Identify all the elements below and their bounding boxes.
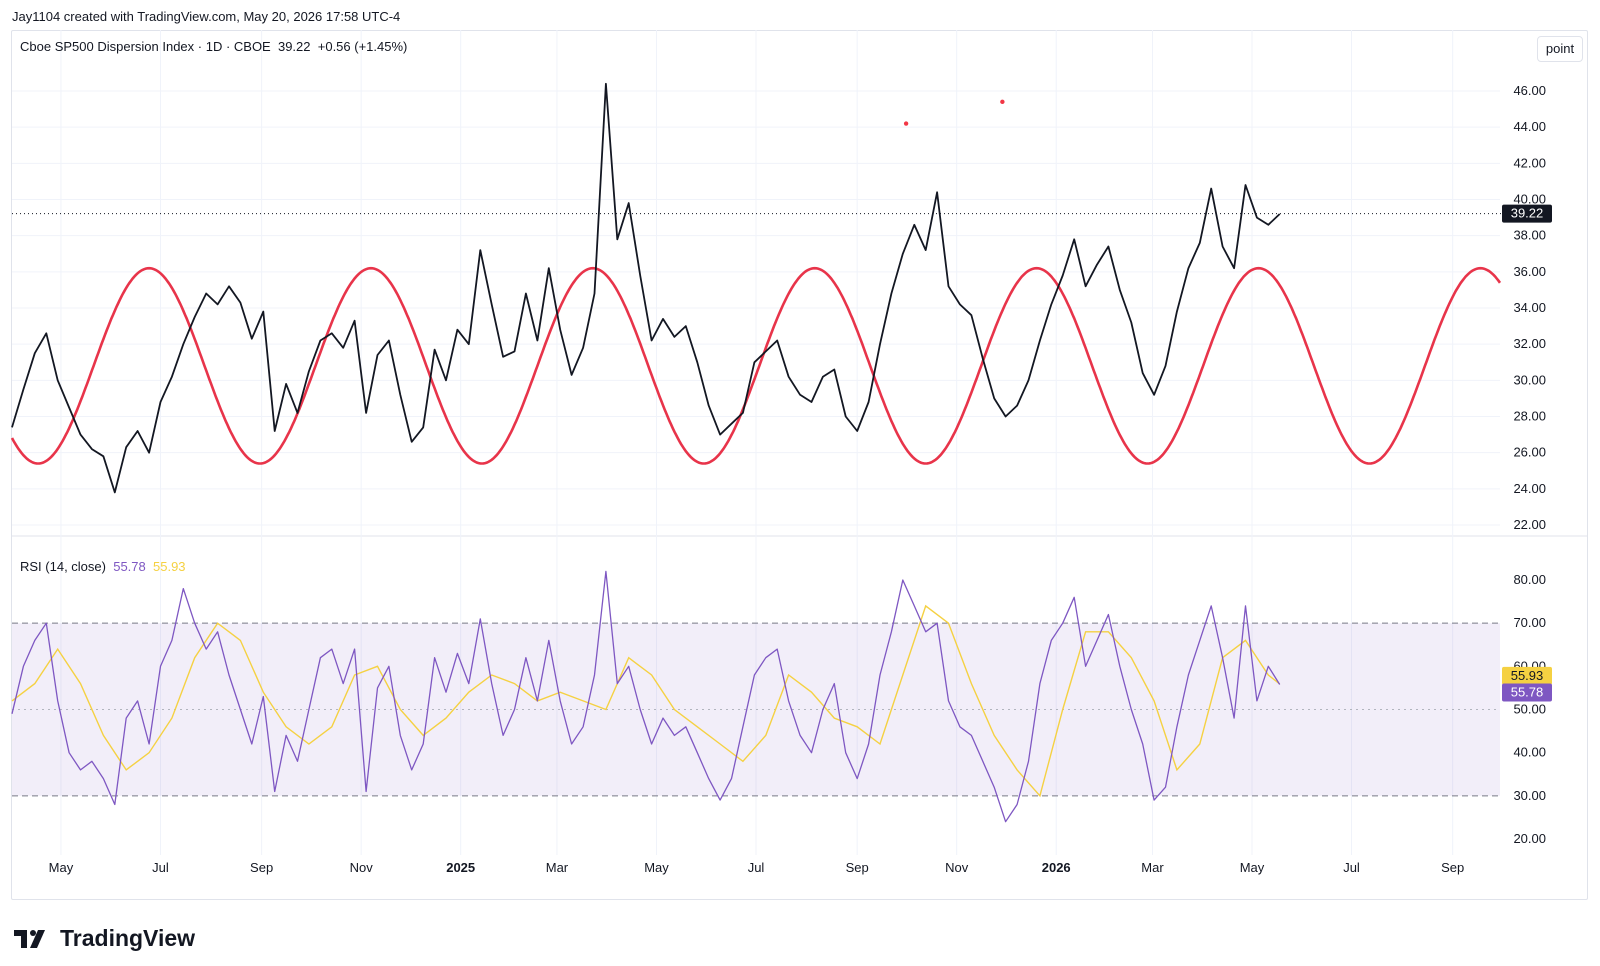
rsi-ma-value-tag [1502,666,1552,685]
x-tick-label: Jul [1343,860,1360,875]
x-tick-label: Nov [350,860,374,875]
price-change: +0.56 (+1.45%) [317,39,408,54]
chart-attribution: Jay1104 created with TradingView.com, Ma… [12,9,401,24]
x-tick-label: May [1240,860,1265,875]
current-price-label: 39.22 [1511,206,1544,221]
y-tick-label: 30.00 [1513,372,1546,387]
tradingview-logo-icon [14,929,45,948]
rsi-line [11,570,1281,823]
rsi-value-tag-label: 55.78 [1511,685,1544,700]
y-tick-label: 42.00 [1513,155,1546,170]
y-tick-label: 40.00 [1513,192,1546,207]
y-tick-label: 28.00 [1513,409,1546,424]
y-tick-label: 34.00 [1513,300,1546,315]
rsi-y-tick-label: 20.00 [1513,831,1546,846]
y-tick-label: 22.00 [1513,517,1546,532]
tradingview-logo[interactable]: TradingView [14,925,195,952]
x-tick-label: Mar [546,860,569,875]
x-tick-label: May [644,860,669,875]
y-tick-label: 38.00 [1513,228,1546,243]
price-line [11,82,1281,494]
signal-dot [1000,99,1005,105]
y-tick-label: 32.00 [1513,336,1546,351]
rsi-y-tick-label: 30.00 [1513,788,1546,803]
y-tick-label: 36.00 [1513,264,1546,279]
x-tick-label: Sep [250,860,273,875]
rsi-legend[interactable]: RSI (14, close) 55.78 55.93 [20,559,186,574]
x-tick-label: 2025 [446,860,475,875]
x-tick-label: May [49,860,74,875]
rsi-ma-line [11,604,1281,798]
x-tick-label: Sep [1441,860,1464,875]
rsi-ma-value-tag-label: 55.93 [1511,668,1544,683]
rsi-ma-value: 55.93 [153,559,186,574]
main-legend[interactable]: Cboe SP500 Dispersion Index · 1D · CBOE … [20,39,407,54]
brand-name: TradingView [60,925,196,951]
rsi-y-tick-label: 80.00 [1513,572,1546,587]
signal-dot [903,121,909,126]
rsi-title: RSI (14, close) [20,559,106,574]
rsi-y-tick-label: 50.00 [1513,702,1546,717]
symbol-title: Cboe SP500 Dispersion Index · 1D · CBOE [20,39,271,54]
x-tick-label: 2026 [1042,860,1071,875]
rsi-value: 55.78 [113,559,146,574]
last-price: 39.22 [277,39,311,54]
cycle-sine-line [10,266,1502,465]
chart-frame [11,30,1588,900]
y-tick-label: 26.00 [1513,445,1546,460]
rsi-y-tick-label: 70.00 [1513,615,1546,630]
y-tick-label: 46.00 [1513,83,1546,98]
rsi-y-tick-label: 40.00 [1513,745,1546,760]
current-price-tag [1502,204,1552,223]
x-tick-label: Jul [748,860,765,875]
x-tick-label: Jul [152,860,169,875]
y-tick-label: 24.00 [1513,481,1546,496]
x-tick-label: Sep [846,860,869,875]
x-tick-label: Nov [945,860,969,875]
price-scale-unit[interactable]: point [1537,36,1583,62]
rsi-value-tag [1502,683,1552,702]
x-tick-label: Mar [1141,860,1164,875]
y-tick-label: 44.00 [1513,119,1546,134]
